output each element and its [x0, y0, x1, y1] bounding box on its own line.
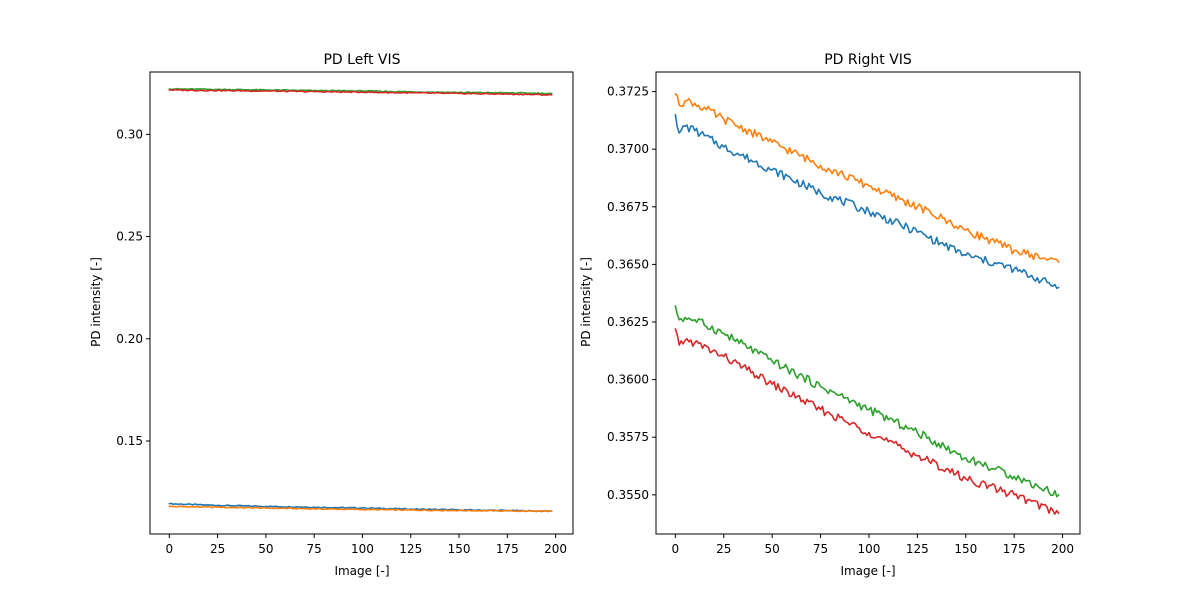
y-tick-label: 0.3675	[607, 200, 649, 214]
y-tick-label: 0.15	[116, 434, 143, 448]
y-tick-label: 0.3725	[607, 85, 649, 99]
x-tick-label: 75	[813, 542, 828, 556]
series-line	[168, 87, 553, 95]
x-tick-label: 50	[765, 542, 780, 556]
ticks-layer: 0 25 50 75 100 125 150 175 200 0.15 0.20 0.25 0.30	[116, 127, 567, 556]
series-line	[674, 305, 1060, 498]
series-layer	[674, 93, 1060, 515]
chart-title: PD Right VIS	[824, 52, 912, 68]
series-line	[168, 505, 553, 513]
x-tick-label: 125	[399, 542, 422, 556]
chart-title: PD Left VIS	[323, 52, 400, 68]
x-tick-label: 200	[1051, 542, 1074, 556]
chart-panel-right: PD Right VIS Image [-] PD intensity [-] …	[579, 52, 1081, 578]
x-axis-label: Image [-]	[840, 564, 895, 578]
x-tick-label: 175	[1003, 542, 1026, 556]
x-tick-label: 50	[258, 542, 273, 556]
y-tick-label: 0.3575	[607, 430, 649, 444]
x-tick-label: 100	[351, 542, 374, 556]
y-tick-label: 0.3650	[607, 257, 649, 271]
plot-frame	[655, 71, 1081, 535]
y-tick-label: 0.20	[116, 332, 143, 346]
y-axis-label: PD intensity [-]	[89, 257, 103, 347]
x-tick-label: 75	[307, 542, 322, 556]
series-line	[674, 93, 1060, 263]
y-tick-label: 0.3625	[607, 315, 649, 329]
series-line	[168, 88, 553, 96]
y-tick-label: 0.3700	[607, 142, 649, 156]
series-line	[674, 328, 1060, 515]
x-tick-label: 150	[448, 542, 471, 556]
y-tick-label: 0.25	[116, 230, 143, 244]
y-tick-label: 0.30	[116, 127, 143, 141]
x-tick-label: 125	[906, 542, 929, 556]
y-tick-label: 0.3600	[607, 373, 649, 387]
x-tick-label: 175	[496, 542, 519, 556]
x-tick-label: 25	[716, 542, 731, 556]
x-tick-label: 0	[165, 542, 173, 556]
series-layer	[168, 87, 553, 513]
x-tick-label: 150	[954, 542, 977, 556]
plot-frame	[149, 71, 574, 535]
x-tick-label: 25	[210, 542, 225, 556]
chart-panel-left: PD Left VIS Image [-] PD intensity [-] 0…	[89, 52, 574, 578]
x-tick-label: 0	[672, 542, 680, 556]
ticks-layer: 0 25 50 75 100 125 150 175 200 0.3550 0.3575 0.3600…	[607, 85, 1074, 556]
x-tick-label: 200	[544, 542, 567, 556]
series-line	[674, 113, 1060, 290]
x-axis-label: Image [-]	[334, 564, 389, 578]
y-axis-label: PD intensity [-]	[579, 257, 593, 347]
y-tick-label: 0.3550	[607, 488, 649, 502]
x-tick-label: 100	[858, 542, 881, 556]
